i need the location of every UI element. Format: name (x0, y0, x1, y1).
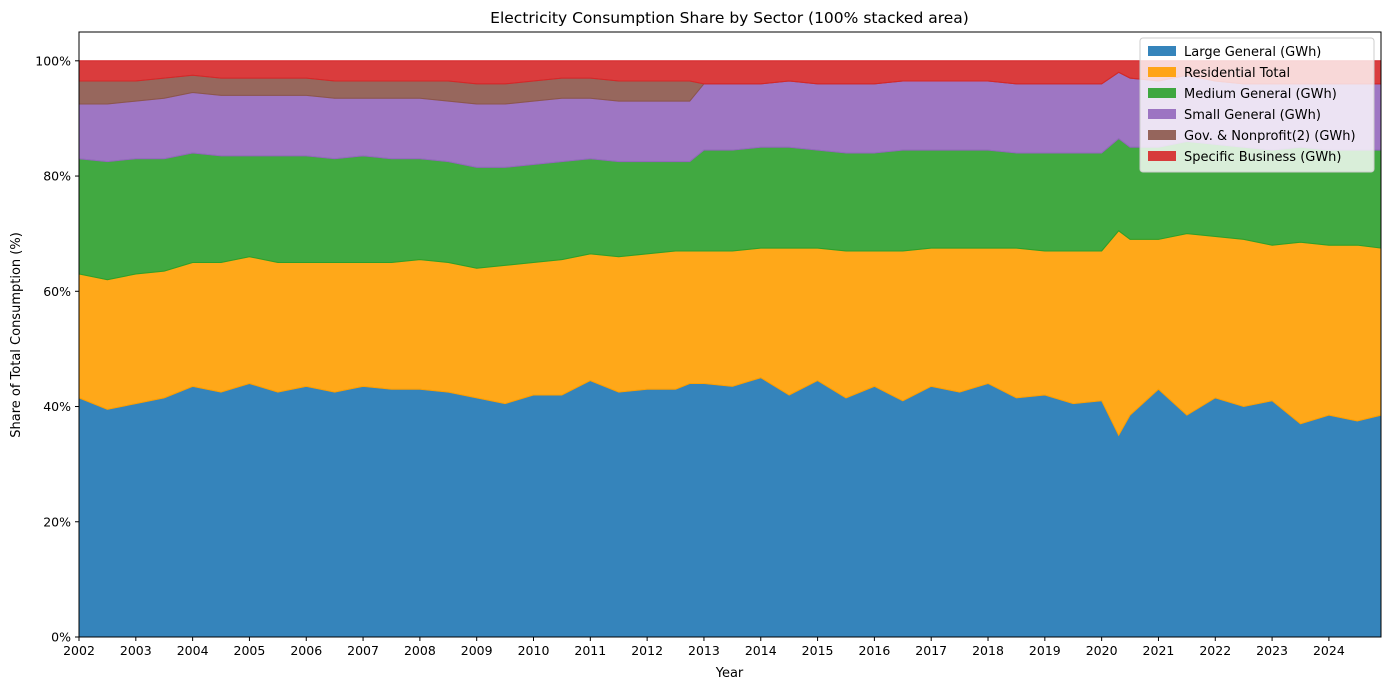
legend-entry-label: Small General (GWh) (1184, 108, 1321, 123)
x-tick-label: 2013 (688, 643, 720, 658)
x-tick-label: 2021 (1143, 643, 1175, 658)
legend-box (1139, 37, 1375, 173)
legend-swatch (1148, 151, 1176, 161)
legend-entry-label: Residential Total (1184, 66, 1290, 81)
x-tick-label: 2010 (518, 643, 550, 658)
x-tick-label: 2022 (1199, 643, 1231, 658)
x-tick-label: 2017 (915, 643, 947, 658)
x-axis-label: Year (715, 666, 744, 681)
y-tick-label: 80% (43, 169, 71, 184)
y-axis-label: Share of Total Consumption (%) (9, 232, 24, 438)
legend-swatch (1148, 109, 1176, 119)
y-tick-label: 20% (43, 514, 71, 529)
plot-frame (78, 31, 1382, 638)
x-tick-label: 2024 (1313, 643, 1345, 658)
y-tick-label: 100% (35, 53, 71, 68)
y-tick-label: 60% (43, 284, 71, 299)
x-tick-label: 2009 (461, 643, 493, 658)
x-tick-label: 2020 (1086, 643, 1118, 658)
x-tick-label: 2006 (290, 643, 322, 658)
plot-area (78, 60, 1382, 638)
x-tick-label: 2018 (972, 643, 1004, 658)
x-tick-label: 2003 (120, 643, 152, 658)
x-tick-label: 2005 (234, 643, 266, 658)
x-tick-label: 2015 (802, 643, 834, 658)
x-tick-label: 2023 (1256, 643, 1288, 658)
legend-entry-label: Specific Business (GWh) (1184, 150, 1342, 165)
x-tick-label: 2019 (1029, 643, 1061, 658)
x-tick-label: 2012 (631, 643, 663, 658)
x-tick-label: 2016 (858, 643, 890, 658)
area-series-large-general-gwh (78, 377, 1382, 638)
legend-entry-label: Large General (GWh) (1184, 45, 1321, 60)
x-tick-label: 2007 (347, 643, 379, 658)
legend-swatch (1148, 46, 1176, 56)
axes: 2002 2003 2004 2005 2006 2007 2008 2009 2010 2011… (35, 31, 1382, 658)
legend: Large General (GWh) Residential Total Medi… (1139, 37, 1375, 173)
legend-swatch (1148, 130, 1176, 140)
y-tick-label: 40% (43, 399, 71, 414)
legend-swatch (1148, 67, 1176, 77)
y-tick-label: 0% (51, 630, 71, 645)
legend-swatch (1148, 88, 1176, 98)
chart-title: Electricity Consumption Share by Sector … (490, 9, 969, 27)
x-tick-label: 2014 (745, 643, 777, 658)
legend-entry-label: Gov. & Nonprofit(2) (GWh) (1184, 129, 1356, 144)
x-tick-label: 2011 (574, 643, 606, 658)
x-tick-label: 2004 (177, 643, 209, 658)
x-tick-label: 2008 (404, 643, 436, 658)
legend-entry-label: Medium General (GWh) (1184, 87, 1337, 102)
x-tick-label: 2002 (63, 643, 95, 658)
